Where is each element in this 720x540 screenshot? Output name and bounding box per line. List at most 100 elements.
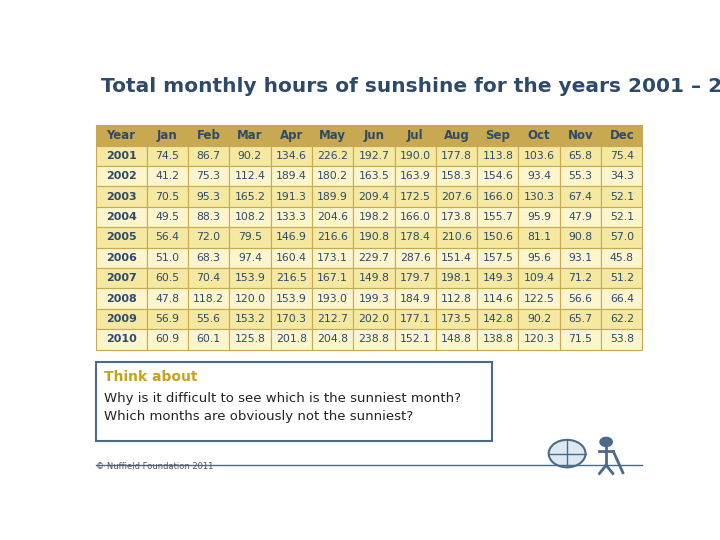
Bar	[229, 309, 271, 329]
Bar	[188, 247, 229, 268]
Text: 209.4: 209.4	[359, 192, 390, 201]
Text: 173.8: 173.8	[441, 212, 472, 222]
Bar	[477, 186, 518, 207]
Text: Total monthly hours of sunshine for the years 2001 – 2010: Total monthly hours of sunshine for the …	[101, 77, 720, 96]
Bar	[559, 247, 601, 268]
Text: 70.4: 70.4	[197, 273, 220, 283]
Bar	[436, 166, 477, 186]
Text: 112.4: 112.4	[235, 171, 266, 181]
Bar	[559, 145, 601, 166]
Bar	[271, 288, 312, 309]
Text: 153.9: 153.9	[276, 294, 307, 303]
Bar	[354, 309, 395, 329]
Bar	[312, 145, 354, 166]
Text: 109.4: 109.4	[523, 273, 554, 283]
Text: 2001: 2001	[106, 151, 137, 161]
Bar	[518, 329, 559, 349]
Bar	[188, 145, 229, 166]
Text: 210.6: 210.6	[441, 232, 472, 242]
Text: 160.4: 160.4	[276, 253, 307, 263]
Text: 62.2: 62.2	[610, 314, 634, 324]
Text: 192.7: 192.7	[359, 151, 390, 161]
Text: 191.3: 191.3	[276, 192, 307, 201]
Bar	[518, 207, 559, 227]
Text: 199.3: 199.3	[359, 294, 390, 303]
Bar	[96, 145, 147, 166]
Bar	[559, 268, 601, 288]
Text: 180.2: 180.2	[317, 171, 348, 181]
Bar	[354, 268, 395, 288]
Bar	[312, 125, 354, 145]
Text: 70.5: 70.5	[156, 192, 179, 201]
Bar	[559, 288, 601, 309]
Bar	[559, 207, 601, 227]
Bar	[395, 268, 436, 288]
Bar	[601, 309, 642, 329]
Bar	[601, 186, 642, 207]
Text: 170.3: 170.3	[276, 314, 307, 324]
Bar	[188, 227, 229, 247]
Bar	[271, 125, 312, 145]
Text: 52.1: 52.1	[610, 192, 634, 201]
Text: 45.8: 45.8	[610, 253, 634, 263]
Text: 118.2: 118.2	[193, 294, 224, 303]
Bar	[601, 288, 642, 309]
Bar	[188, 309, 229, 329]
Bar	[188, 329, 229, 349]
Text: © Nuffield Foundation 2011: © Nuffield Foundation 2011	[96, 462, 213, 471]
Bar	[96, 288, 147, 309]
Bar	[477, 329, 518, 349]
Bar	[96, 329, 147, 349]
Bar	[96, 268, 147, 288]
Text: 71.5: 71.5	[569, 334, 593, 345]
Bar	[559, 186, 601, 207]
Bar	[188, 268, 229, 288]
Text: 178.4: 178.4	[400, 232, 431, 242]
Text: 201.8: 201.8	[276, 334, 307, 345]
Text: 142.8: 142.8	[482, 314, 513, 324]
Bar	[601, 145, 642, 166]
Text: 179.7: 179.7	[400, 273, 431, 283]
Text: 226.2: 226.2	[317, 151, 348, 161]
Text: 125.8: 125.8	[235, 334, 266, 345]
Text: Why is it difficult to see which is the sunniest month?
Which months are obvious: Why is it difficult to see which is the …	[104, 392, 461, 423]
Text: 67.4: 67.4	[569, 192, 593, 201]
Text: 34.3: 34.3	[610, 171, 634, 181]
Bar	[147, 145, 188, 166]
Text: 138.8: 138.8	[482, 334, 513, 345]
Text: 2004: 2004	[106, 212, 137, 222]
Text: 207.6: 207.6	[441, 192, 472, 201]
Bar	[354, 166, 395, 186]
Text: 56.6: 56.6	[569, 294, 593, 303]
Bar	[271, 309, 312, 329]
Text: Aug: Aug	[444, 129, 469, 142]
Text: 151.4: 151.4	[441, 253, 472, 263]
Text: 163.9: 163.9	[400, 171, 431, 181]
Text: 53.8: 53.8	[610, 334, 634, 345]
Text: 150.6: 150.6	[482, 232, 513, 242]
Bar	[188, 288, 229, 309]
Bar	[559, 329, 601, 349]
Text: 55.6: 55.6	[197, 314, 220, 324]
Text: 112.8: 112.8	[441, 294, 472, 303]
Text: 68.3: 68.3	[197, 253, 220, 263]
Bar	[188, 207, 229, 227]
Bar	[271, 227, 312, 247]
Bar	[229, 247, 271, 268]
Text: 47.9: 47.9	[569, 212, 593, 222]
Text: 81.1: 81.1	[527, 232, 551, 242]
Bar	[147, 329, 188, 349]
Text: 152.1: 152.1	[400, 334, 431, 345]
Bar	[147, 227, 188, 247]
Bar	[271, 329, 312, 349]
Text: 204.6: 204.6	[317, 212, 348, 222]
Text: 52.1: 52.1	[610, 212, 634, 222]
Bar	[354, 247, 395, 268]
Text: 148.8: 148.8	[441, 334, 472, 345]
Text: 120.0: 120.0	[234, 294, 266, 303]
Bar	[559, 309, 601, 329]
Bar	[312, 247, 354, 268]
Text: Year: Year	[107, 129, 135, 142]
Text: Apr: Apr	[279, 129, 303, 142]
Bar	[559, 227, 601, 247]
